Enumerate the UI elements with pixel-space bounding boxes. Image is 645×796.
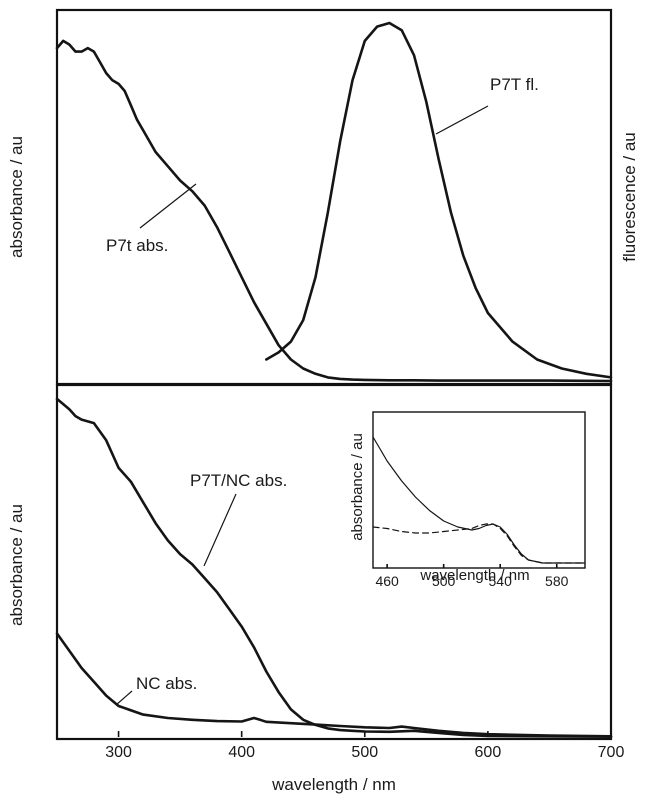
top-p7t-fl-series <box>264 21 613 379</box>
bottom-y-axis-label: absorbance / au <box>7 504 26 626</box>
bottom-x-tick-label-500: 500 <box>351 744 378 761</box>
bottom-x-tick-label-700: 700 <box>598 744 625 761</box>
inset-dashed-1-series <box>372 523 586 564</box>
bottom-x-tick-label-600: 600 <box>475 744 502 761</box>
p7t-nc-abs-leader-line <box>203 493 237 567</box>
bottom-p7t-nc-abs-series <box>55 397 613 739</box>
top-panel: absorbance / au fluorescence / au P7t ab… <box>7 8 639 386</box>
p7t-abs-leader-line <box>139 183 197 229</box>
inset-x-tick-label-500: 500 <box>432 573 456 589</box>
top-right-y-axis-label: fluorescence / au <box>620 132 639 261</box>
bottom-x-tick-label-400: 400 <box>228 744 255 761</box>
p7t-fl-annotation: P7T fl. <box>490 75 539 94</box>
bottom-nc-abs-series <box>55 632 613 738</box>
p7t-fl-annotation-leader <box>435 105 489 135</box>
bottom-x-tick-label-300: 300 <box>105 744 132 761</box>
inset-x-tick-label-460: 460 <box>375 573 399 589</box>
inset-x-axis-label: wavelength / nm <box>419 567 529 584</box>
inset-chart: 460 500 540 580 absorbance / au wavelength … <box>349 411 586 589</box>
bottom-x-axis-label: wavelength / nm <box>271 775 396 794</box>
top-y-axis-label: absorbance / au <box>7 136 26 258</box>
bottom-panel: 300 400 500 600 700 absorbance / au waveleng… <box>7 383 625 794</box>
nc-abs-annotation: NC abs. <box>136 674 197 693</box>
p7t-abs-annotation: P7t abs. <box>106 236 168 255</box>
inset-y-axis-label: absorbance / au <box>349 433 366 541</box>
inset-x-tick-label-540: 540 <box>489 573 513 589</box>
inset-frame <box>372 411 586 569</box>
top-panel-frame <box>55 8 613 386</box>
bottom-panel-frame <box>55 383 613 741</box>
p7t-nc-abs-annotation: P7T/NC abs. <box>190 471 287 490</box>
inset-x-tick-label-580: 580 <box>545 573 569 589</box>
top-p7t-abs-series <box>55 39 613 383</box>
nc-abs-leader-line <box>115 690 133 706</box>
inset-solid-0-series <box>372 436 586 564</box>
